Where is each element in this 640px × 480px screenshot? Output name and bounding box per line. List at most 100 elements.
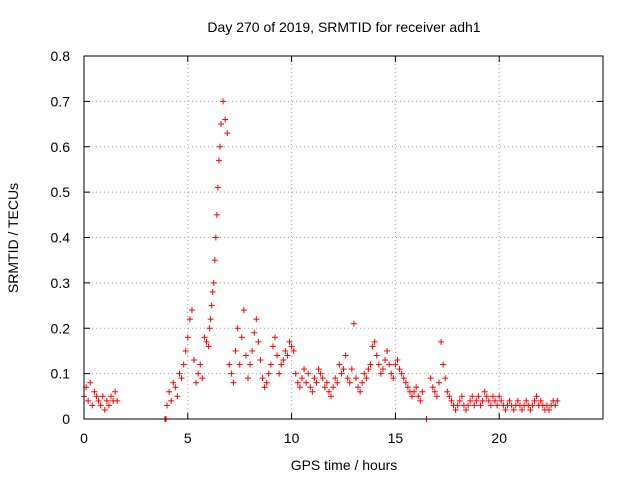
data-point xyxy=(435,379,442,386)
data-point xyxy=(465,402,472,409)
data-point xyxy=(201,334,208,341)
data-point xyxy=(533,393,540,400)
data-point xyxy=(336,361,343,368)
data-point xyxy=(280,357,287,364)
data-point xyxy=(205,343,212,350)
data-point xyxy=(286,338,293,345)
data-point xyxy=(471,402,478,409)
data-point xyxy=(242,352,249,359)
data-point xyxy=(193,379,200,386)
data-point xyxy=(282,347,289,354)
data-point xyxy=(236,361,243,368)
data-point xyxy=(172,384,179,391)
data-point xyxy=(257,357,264,364)
data-point xyxy=(178,375,185,382)
data-point xyxy=(442,375,449,382)
data-point xyxy=(388,370,395,377)
y-tick-label: 0.2 xyxy=(51,320,71,336)
data-point xyxy=(298,375,305,382)
data-point xyxy=(386,361,393,368)
data-point xyxy=(101,406,108,413)
data-point xyxy=(554,397,561,404)
data-point xyxy=(438,338,445,345)
data-point xyxy=(446,393,453,400)
data-point xyxy=(546,406,553,413)
data-point xyxy=(398,370,405,377)
chart-title: Day 270 of 2019, SRMTID for receiver adh… xyxy=(207,19,480,35)
data-point xyxy=(292,370,299,377)
data-point xyxy=(332,375,339,382)
data-point xyxy=(216,143,223,150)
y-tick-label: 0.8 xyxy=(51,48,71,64)
data-point xyxy=(371,338,378,345)
data-point xyxy=(203,338,210,345)
data-point xyxy=(456,397,463,404)
data-point xyxy=(483,393,490,400)
data-point xyxy=(174,393,181,400)
data-point xyxy=(479,397,486,404)
data-point xyxy=(296,384,303,391)
data-point xyxy=(396,366,403,373)
data-point xyxy=(263,379,270,386)
data-point xyxy=(255,338,262,345)
data-point xyxy=(208,302,215,309)
data-point xyxy=(207,316,214,323)
data-point xyxy=(492,397,499,404)
data-point xyxy=(301,366,308,373)
data-point xyxy=(392,361,399,368)
data-point xyxy=(367,361,374,368)
data-point xyxy=(382,357,389,364)
data-point xyxy=(259,375,266,382)
data-point xyxy=(359,379,366,386)
data-point xyxy=(390,375,397,382)
data-point xyxy=(510,406,517,413)
data-point xyxy=(186,316,193,323)
data-point xyxy=(103,397,110,404)
data-point xyxy=(253,316,260,323)
data-point xyxy=(307,384,314,391)
data-point xyxy=(220,98,227,105)
data-point xyxy=(91,388,98,395)
data-point xyxy=(166,388,173,395)
data-point xyxy=(284,352,291,359)
data-point xyxy=(552,402,559,409)
data-point xyxy=(469,393,476,400)
data-point xyxy=(379,366,386,373)
data-point xyxy=(271,334,278,341)
data-point xyxy=(213,211,220,218)
data-point xyxy=(433,393,440,400)
data-point xyxy=(112,388,119,395)
data-point xyxy=(415,393,422,400)
data-point xyxy=(409,393,416,400)
data-point xyxy=(519,406,526,413)
y-tick-label: 0.4 xyxy=(51,230,71,246)
data-point xyxy=(363,375,370,382)
data-point xyxy=(176,370,183,377)
data-point xyxy=(325,388,332,395)
data-point xyxy=(369,343,376,350)
data-point xyxy=(404,384,411,391)
data-point xyxy=(419,388,426,395)
data-point xyxy=(206,325,213,332)
data-point xyxy=(288,343,295,350)
y-axis-label: SRMTID / TECUs xyxy=(5,183,21,293)
data-point xyxy=(485,397,492,404)
data-point xyxy=(489,393,496,400)
data-point xyxy=(305,370,312,377)
data-point xyxy=(210,279,217,286)
data-point xyxy=(107,393,114,400)
data-point xyxy=(462,406,469,413)
data-point xyxy=(330,384,337,391)
data-point xyxy=(315,366,322,373)
x-tick-label: 0 xyxy=(80,430,88,446)
data-point xyxy=(377,370,384,377)
data-point xyxy=(361,370,368,377)
data-point xyxy=(475,393,482,400)
y-tick-label: 0.3 xyxy=(51,275,71,291)
data-point xyxy=(481,388,488,395)
data-point xyxy=(350,320,357,327)
data-point xyxy=(429,384,436,391)
data-point xyxy=(218,121,225,128)
data-point xyxy=(317,370,324,377)
